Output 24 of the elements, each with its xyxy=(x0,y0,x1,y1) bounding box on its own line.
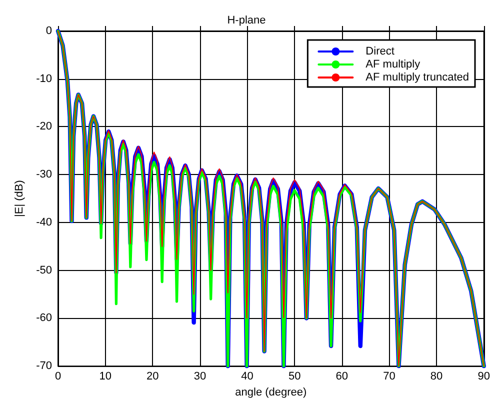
legend-label: Direct xyxy=(366,46,394,58)
x-axis-title: angle (degree) xyxy=(235,386,307,398)
y-tick-label: -50 xyxy=(36,264,52,276)
y-tick-label: -70 xyxy=(36,360,52,372)
legend-label: AF multiply xyxy=(366,58,421,70)
x-tick-label: 70 xyxy=(383,370,396,383)
x-tick-label: 60 xyxy=(336,370,348,383)
x-tick-label: 0 xyxy=(54,370,62,383)
x-tick-label: 30 xyxy=(194,370,206,383)
x-tick-label: 40 xyxy=(241,370,254,383)
x-tick-label: 90 xyxy=(478,370,490,383)
y-tick-label: -20 xyxy=(36,120,52,133)
x-tick-label: 20 xyxy=(146,370,159,383)
y-axis-title: |E| (dB) xyxy=(14,180,26,217)
chart-title: H-plane xyxy=(227,14,266,26)
y-tick-label: 0 xyxy=(46,25,52,37)
y-tick-label: -30 xyxy=(36,168,52,181)
y-tick-label: -40 xyxy=(36,216,52,228)
x-tick-label: 80 xyxy=(430,370,443,383)
x-tick-label: 50 xyxy=(288,370,301,383)
y-tick-label: -10 xyxy=(36,72,52,85)
y-tick-label: -60 xyxy=(36,312,52,324)
x-tick-label: 10 xyxy=(99,370,112,383)
legend-label: AF multiply truncated xyxy=(366,72,470,84)
